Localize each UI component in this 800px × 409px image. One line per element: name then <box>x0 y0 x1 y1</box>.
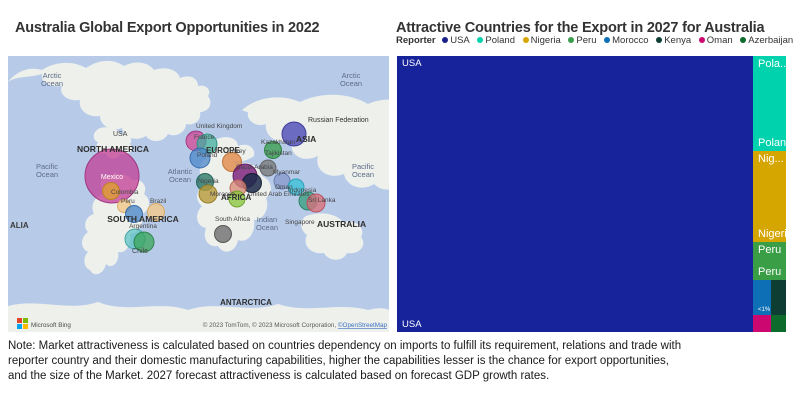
svg-text:Turkey: Turkey <box>226 148 246 155</box>
svg-text:Mexico: Mexico <box>101 174 123 181</box>
svg-text:USA: USA <box>113 131 128 138</box>
svg-text:Ocean: Ocean <box>256 223 278 232</box>
svg-text:Peru: Peru <box>121 198 135 205</box>
svg-text:Poland: Poland <box>197 152 218 159</box>
svg-text:France: France <box>194 134 215 141</box>
svg-text:Singapore: Singapore <box>285 219 315 226</box>
svg-text:South Africa: South Africa <box>215 216 250 223</box>
svg-text:Ocean: Ocean <box>36 170 58 179</box>
svg-text:Chile: Chile <box>132 248 148 255</box>
svg-text:Saudi Arabia: Saudi Arabia <box>236 164 273 171</box>
svg-text:Sri Lanka: Sri Lanka <box>308 197 336 204</box>
svg-text:Colombia: Colombia <box>111 189 139 196</box>
svg-text:Russian Federation: Russian Federation <box>308 117 369 124</box>
svg-text:Microsoft Bing: Microsoft Bing <box>31 322 71 329</box>
svg-text:Ocean: Ocean <box>352 170 374 179</box>
svg-text:Myanmar: Myanmar <box>273 169 301 176</box>
svg-text:ANTARCTICA: ANTARCTICA <box>220 298 272 307</box>
svg-text:NORTH AMERICA: NORTH AMERICA <box>77 144 149 154</box>
svg-text:United Kingdom: United Kingdom <box>196 123 242 130</box>
svg-text:Brazil: Brazil <box>150 198 167 205</box>
svg-text:AUSTRALIA: AUSTRALIA <box>317 219 366 229</box>
svg-text:Morocco: Morocco <box>210 191 235 198</box>
svg-text:Tajikistan: Tajikistan <box>265 150 292 157</box>
svg-text:Ocean: Ocean <box>340 79 362 88</box>
svg-text:Argentina: Argentina <box>129 223 157 230</box>
svg-text:Ocean: Ocean <box>41 79 63 88</box>
svg-text:© 2023 TomTom, © 2023 Microsof: © 2023 TomTom, © 2023 Microsoft Corporat… <box>203 321 388 329</box>
svg-text:ASIA: ASIA <box>296 134 316 144</box>
svg-text:United Arab Emirates: United Arab Emirates <box>248 191 310 198</box>
svg-text:Ocean: Ocean <box>169 175 191 184</box>
svg-text:Nigeria: Nigeria <box>198 178 219 185</box>
svg-text:Kazakhstan: Kazakhstan <box>261 139 295 146</box>
svg-text:ALIA: ALIA <box>10 221 29 230</box>
